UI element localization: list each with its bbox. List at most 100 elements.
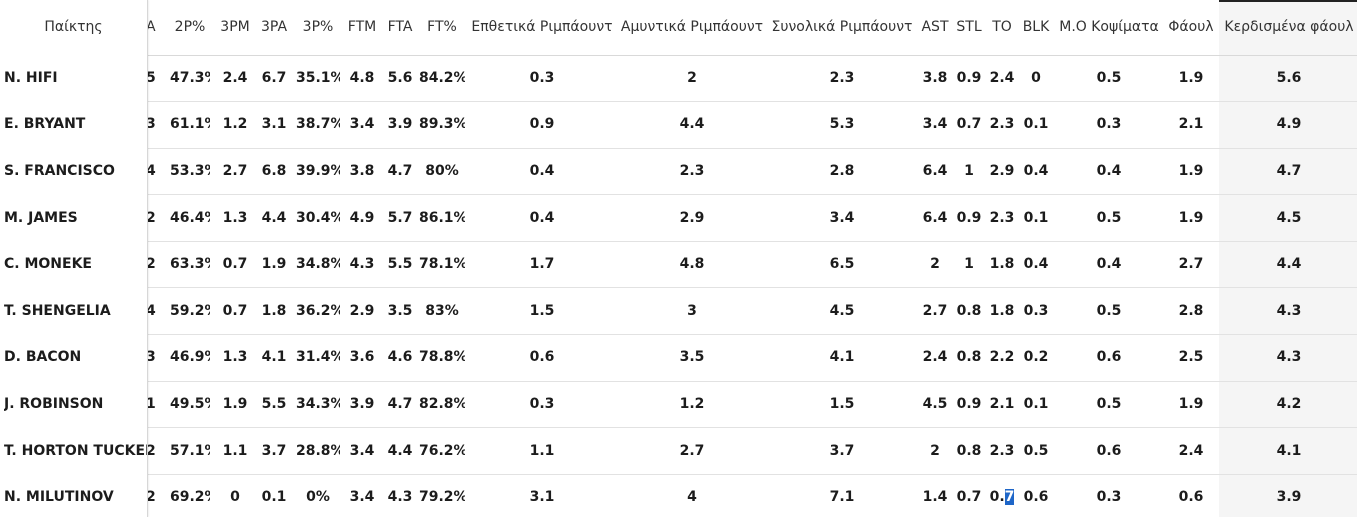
table-cell-oreb: 1.7 — [529, 256, 555, 272]
column-header-ftp[interactable]: FT% — [427, 19, 457, 35]
table-cell-m3: 2.7 — [222, 163, 248, 179]
table-cell-a3: 0.1 — [261, 489, 287, 505]
player-name[interactable]: T. HORTON TUCKER — [4, 443, 147, 459]
table-cell-m3: 0.7 — [222, 256, 248, 272]
table-cell-ast: 2 — [930, 443, 940, 459]
table-cell-oreb: 0.6 — [529, 349, 555, 365]
table-cell-ftp: 86.1% — [419, 210, 465, 226]
player-name[interactable]: D. BACON — [4, 349, 82, 365]
table-cell-treb: 2.3 — [829, 70, 855, 86]
table-cell-treb: 1.5 — [829, 396, 855, 412]
player-name[interactable]: E. BRYANT — [4, 116, 86, 132]
player-name[interactable]: N. HIFI — [4, 70, 58, 86]
table-cell-oreb: 0.3 — [529, 396, 555, 412]
column-header-mblk[interactable]: Μ.Ο Κοψίματα — [1059, 19, 1159, 35]
table-cell-a3: 6.7 — [261, 70, 287, 86]
table-cell-fouls: 2.5 — [1178, 349, 1204, 365]
table-cell-ast: 2.4 — [922, 349, 948, 365]
table-cell-mblk: 0.6 — [1096, 349, 1122, 365]
column-header-to[interactable]: TO — [992, 19, 1012, 35]
table-cell-dreb: 1.2 — [679, 396, 705, 412]
column-header-stl[interactable]: STL — [956, 19, 982, 35]
table-cell-stl: 0.9 — [956, 210, 982, 226]
table-cell-treb: 4.1 — [829, 349, 855, 365]
table-cell-ftm: 4.3 — [349, 256, 375, 272]
table-cell-ast: 1.4 — [922, 489, 948, 505]
column-header-a3[interactable]: 3PA — [260, 19, 288, 35]
row-divider — [0, 194, 1357, 195]
table-cell-blk: 0.4 — [1023, 256, 1049, 272]
table-cell-p2: 63.3% — [170, 256, 210, 272]
table-cell-p3: 36.2% — [296, 303, 340, 319]
table-cell-to: 2.4 — [989, 70, 1015, 86]
table-cell-ftp: 82.8% — [419, 396, 465, 412]
table-cell-p2: 59.2% — [170, 303, 210, 319]
table-cell-blk: 0.5 — [1023, 443, 1049, 459]
column-header-blk[interactable]: BLK — [1022, 19, 1050, 35]
text-selection: 7 — [1004, 489, 1015, 505]
column-header-fd[interactable]: Κερδισμένα φάουλ — [1224, 19, 1354, 35]
column-header-p2[interactable]: 2P% — [174, 19, 206, 35]
column-header-a[interactable]: A — [146, 19, 156, 35]
table-cell-p3: 34.3% — [296, 396, 340, 412]
table-cell-blk: 0.1 — [1023, 210, 1049, 226]
player-name[interactable]: M. JAMES — [4, 210, 78, 226]
table-cell-fd: 3.9 — [1276, 489, 1302, 505]
table-cell-ftp: 79.2% — [419, 489, 465, 505]
table-cell-ast: 3.4 — [922, 116, 948, 132]
table-cell-dreb: 2 — [687, 70, 697, 86]
table-cell-stl: 0.8 — [956, 349, 982, 365]
table-cell-a: 2 — [146, 256, 156, 272]
table-cell-mblk: 0.6 — [1096, 443, 1122, 459]
table-cell-oreb: 1.1 — [529, 443, 555, 459]
column-header-fouls[interactable]: Φάουλ — [1168, 19, 1214, 35]
table-cell-fta: 5.6 — [387, 70, 413, 86]
column-header-m3[interactable]: 3PM — [220, 19, 250, 35]
table-cell-oreb: 0.4 — [529, 210, 555, 226]
table-cell-fd: 4.2 — [1276, 396, 1302, 412]
table-cell-fouls: 1.9 — [1178, 163, 1204, 179]
player-column-header[interactable]: Παίκτης — [44, 19, 103, 35]
player-name[interactable]: T. SHENGELIA — [4, 303, 111, 319]
player-name[interactable]: C. MONEKE — [4, 256, 92, 272]
table-cell-ftm: 4.8 — [349, 70, 375, 86]
column-header-p3[interactable]: 3P% — [302, 19, 334, 35]
table-cell-stl: 0.9 — [956, 396, 982, 412]
player-name[interactable]: J. ROBINSON — [4, 396, 104, 412]
table-cell-ftp: 84.2% — [419, 70, 465, 86]
table-cell-ftm: 2.9 — [349, 303, 375, 319]
column-header-dreb[interactable]: Αμυντικά Ριμπάουντ — [620, 19, 764, 35]
column-header-fta[interactable]: FTA — [387, 19, 413, 35]
column-header-oreb[interactable]: Επθετικά Ριμπάουντ — [471, 19, 613, 35]
table-cell-blk: 0.2 — [1023, 349, 1049, 365]
table-cell-mblk: 0.4 — [1096, 256, 1122, 272]
table-cell-p3: 28.8% — [296, 443, 340, 459]
table-cell-fd: 4.4 — [1276, 256, 1302, 272]
cell-text: 0. — [989, 489, 1005, 505]
table-cell-ast: 2.7 — [922, 303, 948, 319]
table-cell-oreb: 0.3 — [529, 70, 555, 86]
table-cell-oreb: 3.1 — [529, 489, 555, 505]
table-cell-fd: 4.7 — [1276, 163, 1302, 179]
player-name[interactable]: S. FRANCISCO — [4, 163, 115, 179]
table-cell-ftp: 80% — [425, 163, 459, 179]
table-cell-fouls: 1.9 — [1178, 396, 1204, 412]
column-header-treb[interactable]: Συνολικά Ριμπάουντ — [771, 19, 913, 35]
column-header-ast[interactable]: AST — [921, 19, 949, 35]
table-cell-p2: 46.9% — [170, 349, 210, 365]
sorted-column-highlight — [1219, 0, 1357, 517]
table-cell-ftm: 3.4 — [349, 443, 375, 459]
table-cell-stl: 1 — [964, 163, 974, 179]
table-cell-fta: 4.4 — [387, 443, 413, 459]
table-cell-p2: 69.2% — [170, 489, 210, 505]
table-cell-a: 4 — [146, 163, 156, 179]
table-cell-dreb: 4.4 — [679, 116, 705, 132]
table-cell-m3: 1.9 — [222, 396, 248, 412]
player-name[interactable]: N. MILUTINOV — [4, 489, 114, 505]
table-cell-dreb: 4 — [687, 489, 697, 505]
table-cell-a3: 3.7 — [261, 443, 287, 459]
column-header-ftm[interactable]: FTM — [347, 19, 377, 35]
table-cell-ftm: 3.4 — [349, 489, 375, 505]
table-cell-a3: 1.8 — [261, 303, 287, 319]
table-cell-p3: 35.1% — [296, 70, 340, 86]
